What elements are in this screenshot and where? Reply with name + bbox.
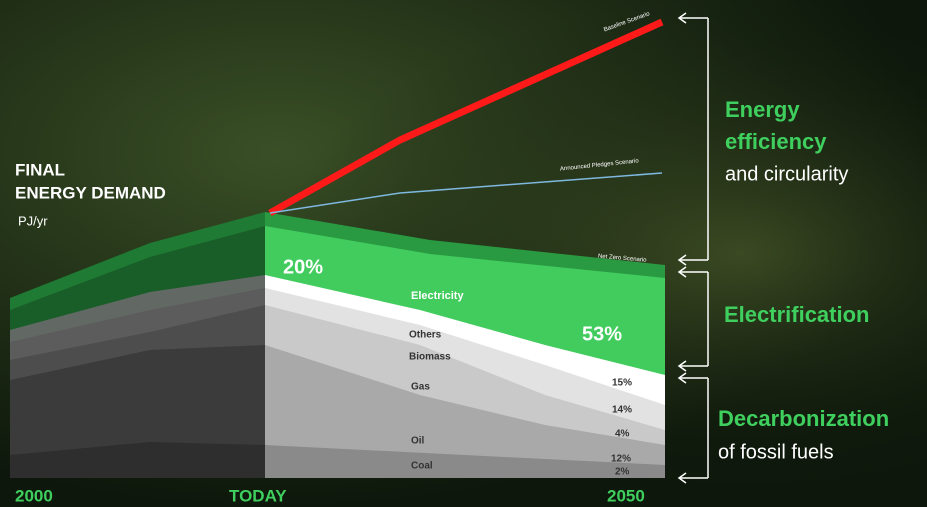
layer-label: Oil xyxy=(411,436,425,447)
annotation-sub: of fossil fuels xyxy=(718,441,834,463)
projection-area xyxy=(265,212,665,478)
timeline-label: 2000 xyxy=(15,486,53,505)
layer-label: Coal xyxy=(411,461,433,472)
timeline-label: TODAY xyxy=(229,486,287,505)
share-2050: 15% xyxy=(612,378,632,389)
share-2050: 53% xyxy=(582,323,622,345)
share-2050: 12% xyxy=(611,454,631,465)
layer-label: Others xyxy=(409,330,442,341)
layer-label: Electricity xyxy=(411,290,464,302)
share-today: 20% xyxy=(283,256,323,278)
brackets xyxy=(677,12,709,484)
share-2050: 14% xyxy=(612,405,632,416)
share-2050: 4% xyxy=(615,429,630,440)
layer-label: Gas xyxy=(411,382,430,393)
layer-label: Biomass xyxy=(409,352,451,363)
history-area xyxy=(10,212,265,478)
annotation-sub: and circularity xyxy=(725,163,848,185)
pledges-line xyxy=(269,172,663,214)
annotation-title: Energy xyxy=(725,97,800,122)
baseline-line xyxy=(268,18,664,217)
title: ENERGY DEMAND xyxy=(15,183,166,202)
unit: PJ/yr xyxy=(18,213,48,228)
scenario-label: Net Zero Scenario xyxy=(598,254,648,264)
timeline-label: 2050 xyxy=(607,486,645,505)
annotation-title: Electrification xyxy=(724,302,869,327)
share-2050: 2% xyxy=(615,467,630,478)
annotation-title: Decarbonization xyxy=(718,406,889,431)
title: FINAL xyxy=(15,160,65,179)
annotation-title: efficiency xyxy=(725,129,827,154)
